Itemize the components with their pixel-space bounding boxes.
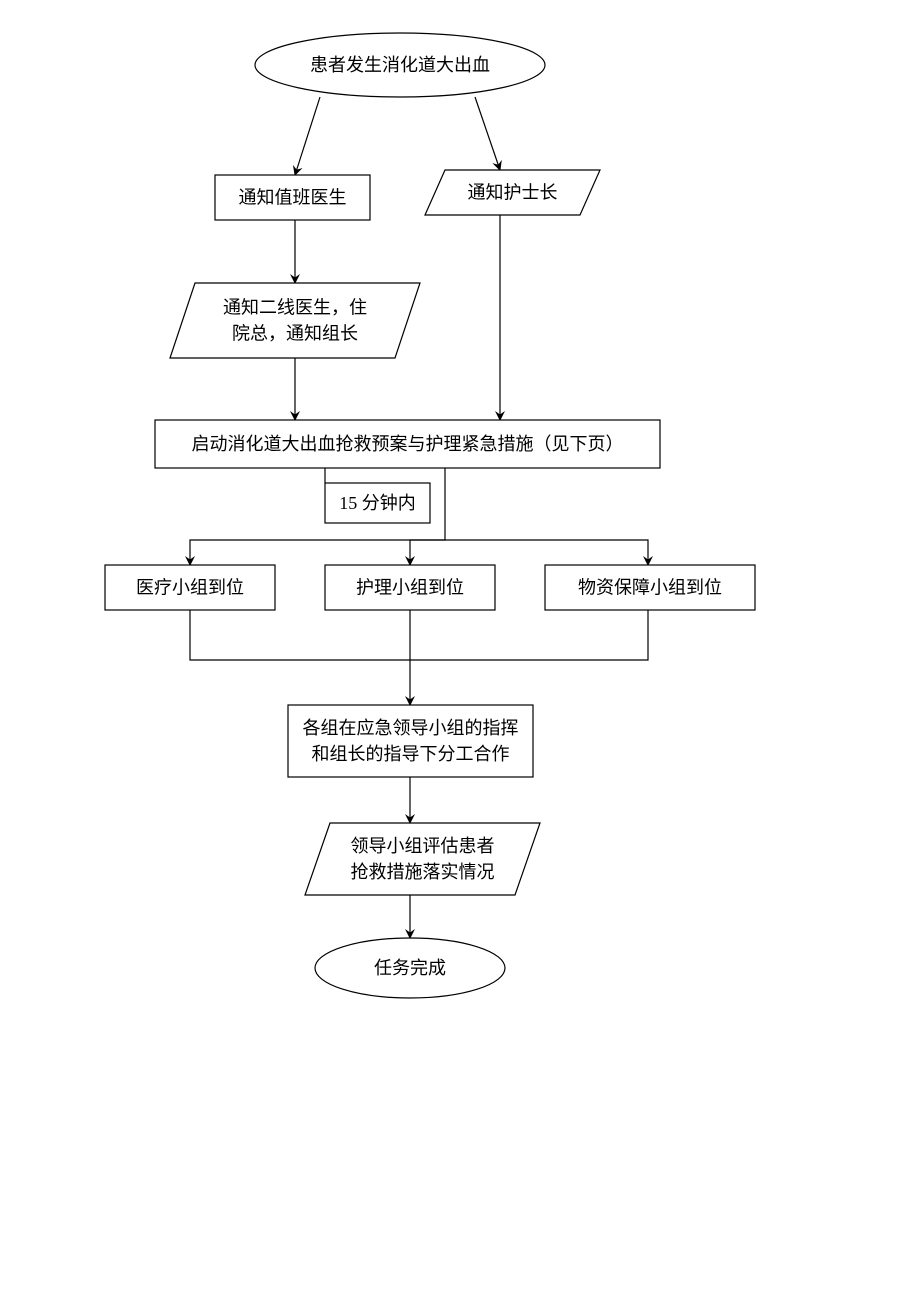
edge [475, 97, 500, 170]
node-end: 任务完成 [315, 938, 505, 998]
node-label: 和组长的指导下分工合作 [312, 744, 510, 764]
node-nursing_team: 护理小组到位 [325, 565, 495, 610]
edge [410, 540, 445, 565]
edge [295, 97, 320, 175]
node-label: 患者发生消化道大出血 [310, 55, 490, 75]
node-label: 物资保障小组到位 [578, 578, 722, 598]
node-cooperate: 各组在应急领导小组的指挥和组长的指导下分工合作 [288, 705, 533, 777]
node-medical_team: 医疗小组到位 [105, 565, 275, 610]
node-label: 抢救措施落实情况 [351, 862, 495, 882]
node-notify_second: 通知二线医生，住院总，通知组长 [170, 283, 420, 358]
node-notify_doctor: 通知值班医生 [215, 175, 370, 220]
flowchart-canvas: 患者发生消化道大出血通知值班医生 通知护士长通知二线医生，住院总，通知组长启动消化… [0, 0, 920, 1302]
node-label: 院总，通知组长 [232, 324, 358, 344]
node-label: 任务完成 [374, 958, 446, 978]
node-activate: 启动消化道大出血抢救预案与护理紧急措施（见下页） [155, 420, 660, 468]
node-label: 通知护士长 [468, 183, 558, 203]
node-notify_head_nurse: 通知护士长 [425, 170, 600, 215]
node-supply_team: 物资保障小组到位 [545, 565, 755, 610]
node-label: 医疗小组到位 [136, 578, 244, 598]
node-label: 启动消化道大出血抢救预案与护理紧急措施（见下页） [192, 434, 624, 454]
edge [190, 610, 410, 660]
node-start: 患者发生消化道大出血 [255, 33, 545, 97]
edge [410, 610, 648, 660]
node-label: 15 分钟内 [339, 493, 416, 513]
node-label: 通知二线医生，住 [223, 297, 367, 317]
node-label: 领导小组评估患者 [351, 836, 495, 856]
node-evaluate: 领导小组评估患者抢救措施落实情况 [305, 823, 540, 895]
node-label: 护理小组到位 [356, 578, 464, 598]
node-time_label: 15 分钟内 [325, 483, 430, 523]
node-label: 通知值班医生 [239, 188, 347, 208]
node-label: 各组在应急领导小组的指挥 [303, 718, 519, 738]
edge [445, 540, 648, 565]
